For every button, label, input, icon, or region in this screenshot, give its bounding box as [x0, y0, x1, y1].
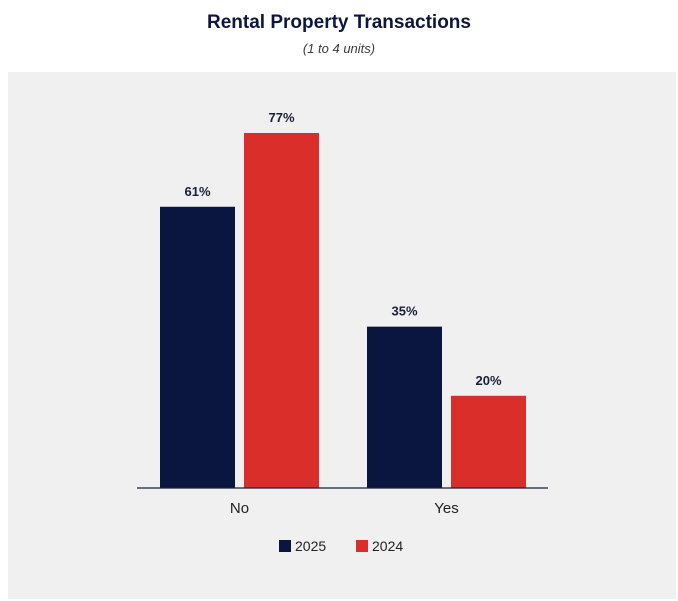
x-tick-label-yes: Yes	[434, 500, 458, 517]
chart-title: Rental Property Transactions	[207, 12, 471, 33]
data-label-yes-2025: 35%	[391, 304, 417, 319]
legend-label-2025: 2025	[295, 538, 326, 554]
legend-swatch-2025	[279, 540, 291, 552]
bar-yes-2025	[367, 326, 442, 488]
x-tick-label-no: No	[230, 500, 249, 517]
data-label-no-2024: 77%	[268, 110, 294, 125]
legend-swatch-2024	[356, 540, 368, 552]
chart-subtitle: (1 to 4 units)	[302, 41, 376, 56]
bar-yes-2024	[451, 395, 526, 488]
bar-no-2024	[244, 133, 319, 488]
chart-panel	[8, 72, 676, 599]
data-label-yes-2024: 20%	[475, 373, 501, 388]
legend-label-2024: 2024	[372, 538, 403, 554]
bar-no-2025	[160, 206, 235, 488]
data-label-no-2025: 61%	[184, 184, 210, 199]
